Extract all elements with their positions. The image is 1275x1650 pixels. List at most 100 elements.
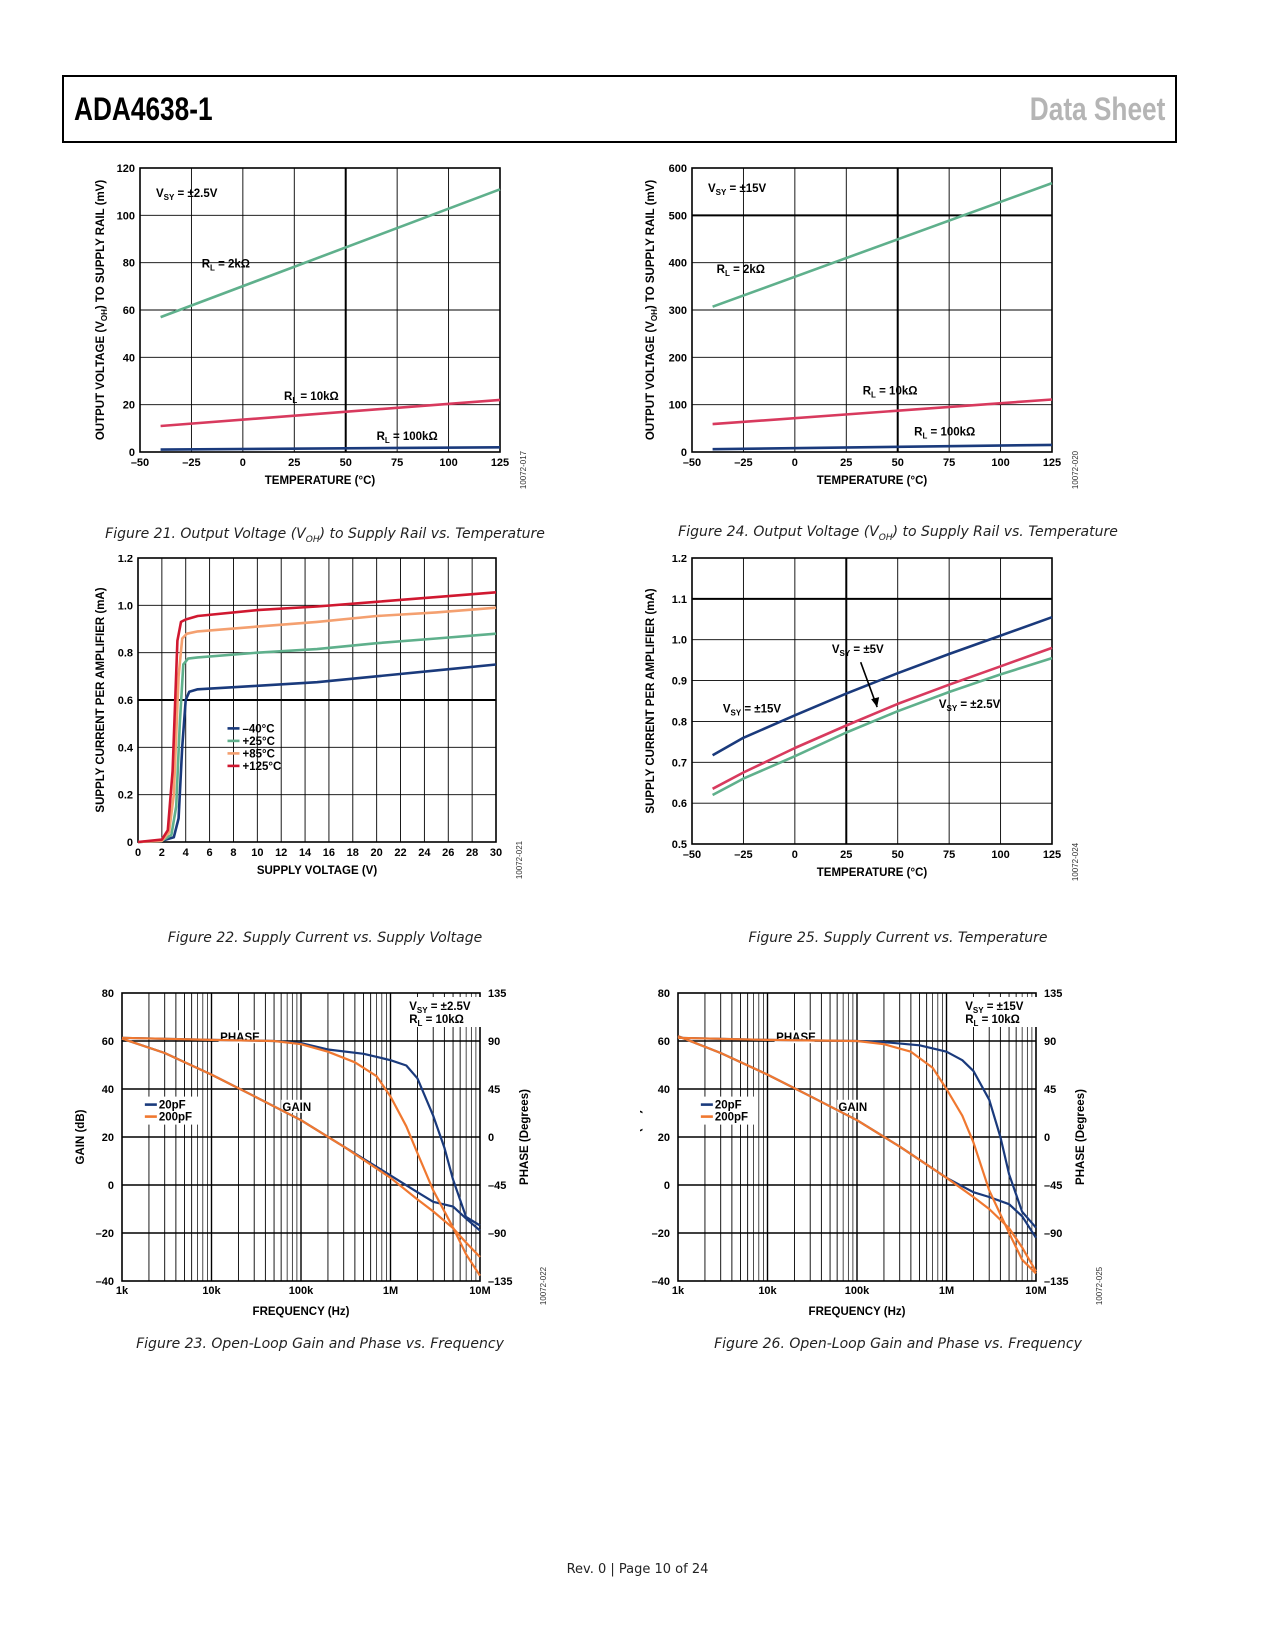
y-tick-label: 0 — [664, 1180, 670, 1192]
y-tick-label: 120 — [117, 163, 135, 175]
series-line — [711, 646, 1053, 790]
x-tick-label: 6 — [207, 847, 213, 859]
series-line — [137, 663, 497, 844]
figure-23-chart: 1k 10k 100k 1M 10M –40 –20 0 20 40 60 80 –135 –90 –45 0… — [75, 988, 548, 1318]
y-tick-label: 20 — [123, 400, 135, 412]
caption-sub: OH — [305, 534, 320, 545]
x-tick-label: 24 — [418, 847, 431, 859]
caption-text: Figure 26. Open-Loop Gain and Phase vs. … — [714, 1336, 1082, 1352]
figure-24: –50 –25 0 25 50 75 100 125 0 100 200 300 400 500 600 TE… — [640, 155, 1120, 500]
x-tick-label: 14 — [299, 847, 312, 859]
condition-bg — [961, 997, 1048, 1027]
figure-21-chart: –50 –25 0 25 50 75 100 125 0 20 40 60 80 100 120 TEMPER… — [95, 163, 528, 489]
x-tick-label: 25 — [840, 457, 852, 469]
series-line — [160, 188, 501, 319]
x-axis-label: TEMPERATURE (°C) — [265, 475, 376, 487]
series-label: RL = 2kΩ — [202, 258, 250, 272]
series-label: RL = 10kΩ — [284, 391, 339, 405]
figure-code: 10072-021 — [515, 840, 524, 879]
y-tick-label: 0.2 — [118, 790, 133, 802]
series-line — [137, 606, 497, 844]
x-tick-label: 8 — [230, 847, 236, 859]
plot-frame — [139, 167, 501, 453]
x-axis-label: TEMPERATURE (°C) — [817, 475, 928, 487]
x-tick-label: 26 — [442, 847, 454, 859]
x-tick-label: 4 — [183, 847, 190, 859]
x-tick-label: 18 — [347, 847, 359, 859]
legend-label: 200pF — [715, 1112, 748, 1124]
x-tick-label: 75 — [943, 457, 955, 469]
x-tick-label: 2 — [159, 847, 165, 859]
caption-text: Figure 22. Supply Current vs. Supply Vol… — [167, 930, 483, 946]
plot-frame — [691, 167, 1053, 453]
caption-sub: OH — [878, 532, 893, 543]
y-tick-label: 80 — [102, 988, 114, 1000]
y-tick-label: 1.2 — [118, 555, 133, 565]
y2-axis-label: PHASE (Degrees) — [1075, 1089, 1087, 1185]
series-line — [160, 446, 501, 451]
y2-tick-label: 0 — [488, 1132, 494, 1144]
y-tick-label: –40 — [652, 1276, 670, 1288]
x-tick-label: –50 — [131, 457, 149, 469]
series-line — [712, 398, 1053, 426]
x-tick-label: –25 — [734, 457, 752, 469]
y-tick-label: 60 — [658, 1036, 670, 1048]
figure-23-caption: Figure 23. Open-Loop Gain and Phase vs. … — [136, 1336, 504, 1352]
figure-code: 10072-022 — [539, 1266, 548, 1305]
series-line — [121, 1036, 481, 1277]
figure-25-chart: –50 –25 0 25 50 75 100 125 0.5 0.6 0.7 0.8 0.9 1.0 1.1… — [645, 555, 1080, 881]
plot-frame — [137, 557, 497, 843]
y-tick-label: 0 — [129, 447, 135, 459]
y-tick-label: 500 — [669, 210, 687, 222]
x-tick-label: 75 — [391, 457, 403, 469]
gain-label-bg — [837, 1099, 870, 1113]
legend-label: +85°C — [243, 748, 275, 760]
x-tick-label: 100 — [439, 457, 457, 469]
x-tick-label: 10k — [758, 1285, 777, 1297]
x-tick-label: 125 — [1043, 849, 1061, 861]
x-tick-label: 28 — [466, 847, 478, 859]
x-axis-label: FREQUENCY (Hz) — [809, 1306, 906, 1318]
condition-label: RL = 10kΩ — [965, 1014, 1020, 1028]
legend-label: +25°C — [243, 736, 275, 748]
y-tick-label: 60 — [102, 1036, 114, 1048]
y-tick-label: 0.9 — [672, 676, 687, 688]
y2-tick-label: 45 — [488, 1084, 500, 1096]
y-tick-label: 1.0 — [118, 600, 133, 612]
series-line — [711, 615, 1053, 757]
caption-text: Figure 25. Supply Current vs. Temperatur… — [748, 930, 1048, 946]
y-tick-label: –40 — [96, 1276, 114, 1288]
condition-bg — [405, 997, 492, 1027]
caption-text: Figure 21. Output Voltage (V — [105, 526, 306, 542]
y2-axis-label: PHASE (Degrees) — [519, 1089, 531, 1185]
plot-frame — [677, 992, 1037, 1282]
series-line — [677, 1035, 1037, 1272]
series-label: VSY = ±15V — [723, 703, 782, 717]
figure-26: 1k 10k 100k 1M 10M –40 –20 0 20 40 60 80 –135 –90 –45 0… — [640, 960, 1140, 1320]
x-tick-label: 50 — [892, 849, 904, 861]
figure-26-chart: 1k 10k 100k 1M 10M –40 –20 0 20 40 60 80 –135 –90 –45 0… — [640, 988, 1104, 1318]
series-label: RL = 10kΩ — [863, 385, 918, 399]
legend-bg — [142, 1096, 201, 1125]
y-axis-label: SUPPLY CURRENT PER AMPLIFIER (mA) — [645, 588, 657, 813]
y-tick-label: –20 — [96, 1228, 114, 1240]
y-tick-label: 80 — [123, 258, 135, 270]
x-tick-label: 1M — [383, 1285, 398, 1297]
x-tick-label: –25 — [182, 457, 200, 469]
y-tick-label: 80 — [658, 988, 670, 1000]
y-tick-label: 1.0 — [672, 635, 687, 647]
plot-frame — [691, 557, 1053, 845]
x-tick-label: 100 — [991, 849, 1009, 861]
y-tick-label: 40 — [123, 352, 135, 364]
figure-22-caption: Figure 22. Supply Current vs. Supply Vol… — [168, 930, 482, 946]
series-label: VSY = ±2.5V — [939, 699, 1001, 713]
y2-tick-label: 90 — [488, 1036, 500, 1048]
caption-text: ) to Supply Rail vs. Temperature — [892, 524, 1118, 540]
condition-label: RL = 10kΩ — [409, 1014, 464, 1028]
figure-code: 10072-024 — [1071, 842, 1080, 881]
condition-label: VSY = ±2.5V — [409, 1001, 471, 1015]
gain-label-bg — [281, 1099, 314, 1113]
y-tick-label: 0.8 — [118, 648, 133, 660]
y-tick-label: 40 — [658, 1084, 670, 1096]
legend-label: –40°C — [243, 723, 275, 735]
